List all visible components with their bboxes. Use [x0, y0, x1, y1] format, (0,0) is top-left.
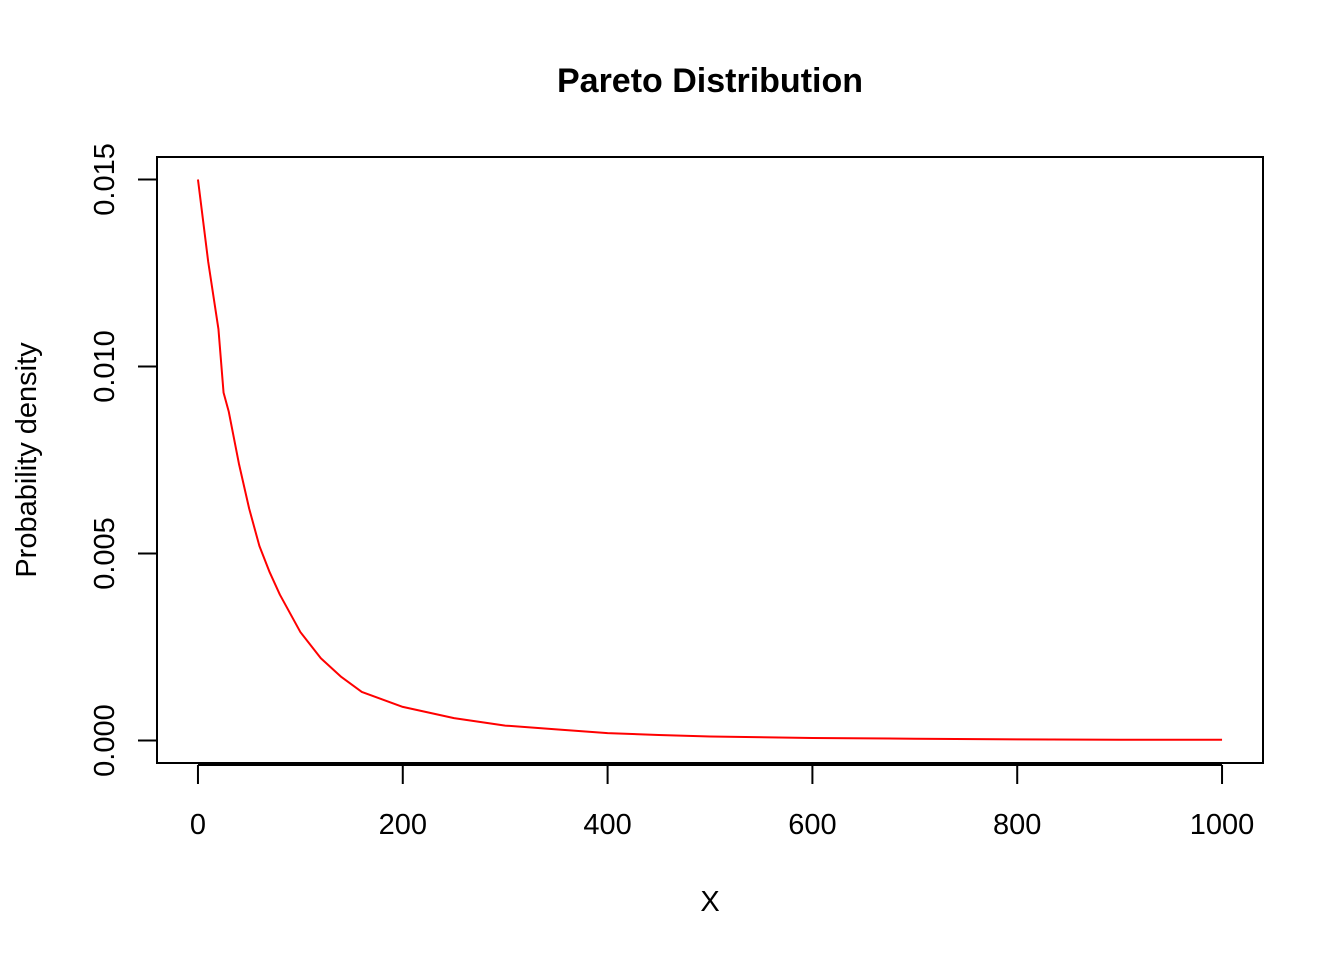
x-tick-label: 400	[583, 809, 631, 841]
y-axis-label: Probability density	[11, 342, 43, 578]
y-tick-label: 0.000	[89, 704, 121, 777]
x-tick-label: 200	[379, 809, 427, 841]
x-tick-label: 0	[190, 809, 206, 841]
x-axis-label: X	[700, 886, 719, 918]
x-tick-label: 600	[788, 809, 836, 841]
y-axis: 0.000 0.005 0.010 0.015	[89, 143, 158, 777]
plot-frame	[156, 156, 1264, 764]
x-tick-label: 1000	[1190, 809, 1255, 841]
x-axis: 0 200 400 600 800 1000	[190, 764, 1255, 841]
y-tick-label: 0.005	[89, 517, 121, 590]
y-tick-label: 0.010	[89, 330, 121, 403]
series-line	[196, 179, 1223, 741]
x-tick-label: 800	[993, 809, 1041, 841]
series-layer	[196, 179, 1223, 741]
chart-title: Pareto Distribution	[557, 62, 863, 100]
y-tick-label: 0.015	[89, 143, 121, 216]
